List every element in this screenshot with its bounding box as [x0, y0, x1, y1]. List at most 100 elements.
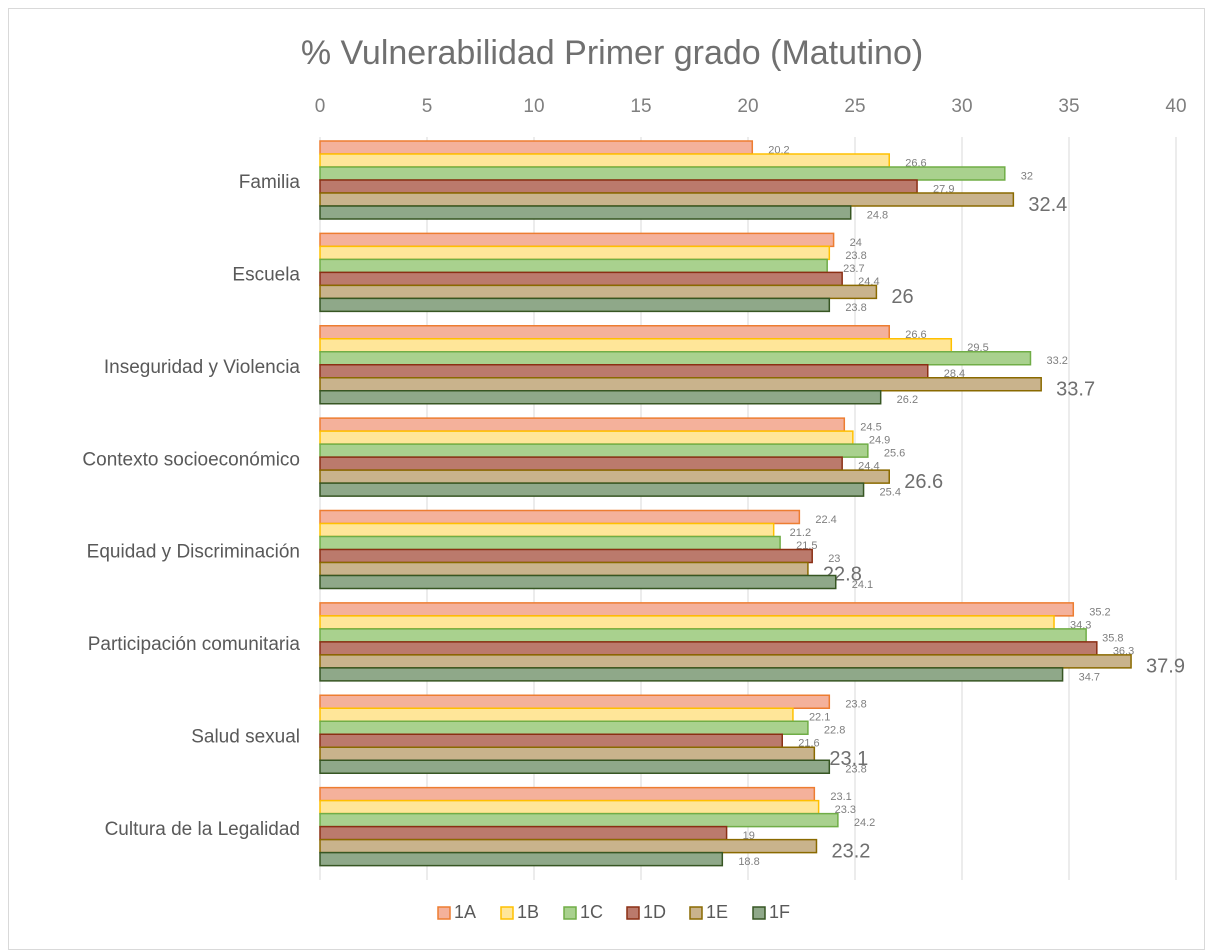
legend-swatch — [563, 906, 577, 920]
bar — [319, 205, 852, 220]
bar — [319, 430, 854, 445]
data-label: 23.1 — [830, 791, 851, 803]
y-tick-label: Salud sexual — [191, 726, 300, 747]
legend-swatch — [752, 906, 766, 920]
bar — [319, 390, 882, 405]
data-label: 35.2 — [1089, 606, 1110, 618]
bar — [319, 192, 1015, 207]
data-label: 18.8 — [738, 856, 759, 868]
data-label: 24.1 — [852, 579, 873, 591]
data-label: 24.8 — [867, 209, 888, 221]
x-tick-label: 10 — [523, 96, 544, 117]
bar — [319, 482, 865, 497]
data-label: 24.5 — [860, 422, 881, 434]
data-label: 33.2 — [1046, 355, 1067, 367]
bar — [319, 667, 1064, 682]
legend-swatch — [626, 906, 640, 920]
bar — [319, 284, 878, 300]
bar — [319, 825, 728, 841]
data-label: 22.8 — [824, 725, 845, 737]
data-label: 23.7 — [843, 263, 864, 275]
x-tick-label: 0 — [315, 96, 326, 117]
bar — [319, 456, 843, 471]
data-label: 23.3 — [835, 804, 856, 816]
bar — [319, 641, 1098, 656]
y-tick-label: Cultura de la Legalidad — [105, 819, 300, 840]
bar — [319, 786, 816, 802]
data-label: 24.9 — [869, 435, 890, 447]
bar — [319, 720, 809, 735]
data-label: 21.2 — [790, 527, 811, 539]
bar — [319, 443, 869, 458]
bar — [319, 417, 846, 432]
legend-label: 1A — [454, 902, 476, 922]
bar — [319, 245, 831, 261]
chart-title: % Vulnerabilidad Primer grado (Matutino) — [301, 34, 923, 72]
bar — [319, 733, 783, 748]
data-label: 32.4 — [1028, 194, 1067, 216]
data-label: 24 — [850, 237, 862, 249]
data-label: 23.1 — [829, 748, 868, 770]
data-label: 23.2 — [831, 840, 870, 862]
x-tick-label: 20 — [737, 96, 758, 117]
bar — [319, 548, 813, 564]
bar — [319, 338, 953, 353]
bar — [319, 509, 801, 525]
data-label: 23.8 — [845, 764, 866, 776]
bar — [319, 325, 890, 340]
legend-label: 1B — [517, 902, 539, 922]
bar — [319, 602, 1075, 617]
data-label: 33.7 — [1056, 379, 1095, 401]
bar — [319, 654, 1132, 669]
data-label: 25.4 — [880, 487, 901, 499]
y-tick-label: Equidad y Discriminación — [87, 542, 300, 563]
bar — [319, 851, 724, 867]
bar — [319, 799, 820, 815]
data-label: 23 — [828, 553, 840, 565]
y-tick-label: Familia — [239, 172, 301, 193]
legend-swatch — [689, 906, 703, 920]
data-label: 32 — [1021, 170, 1033, 182]
bar — [319, 574, 837, 590]
bar — [319, 232, 835, 248]
data-label: 22.1 — [809, 712, 830, 724]
data-label: 22.4 — [815, 514, 836, 526]
bar — [319, 759, 831, 774]
bar — [319, 351, 1032, 366]
bar — [319, 535, 781, 551]
bar — [319, 694, 831, 709]
y-tick-label: Contexto socioeconómico — [82, 449, 300, 470]
data-label: 37.9 — [1146, 656, 1185, 678]
bar — [319, 179, 918, 194]
bar — [319, 140, 754, 155]
bar — [319, 561, 809, 577]
legend-label: 1F — [769, 902, 790, 922]
data-label: 35.8 — [1102, 632, 1123, 644]
data-label: 23.8 — [845, 699, 866, 711]
bar — [319, 746, 816, 761]
data-label: 26 — [891, 286, 913, 308]
legend-swatch — [500, 906, 514, 920]
y-tick-label: Inseguridad y Violencia — [104, 357, 301, 378]
x-tick-label: 35 — [1058, 96, 1079, 117]
bar — [319, 153, 890, 168]
bar — [319, 166, 1006, 181]
data-label: 34.7 — [1079, 671, 1100, 683]
x-tick-label: 15 — [630, 96, 651, 117]
legend-swatch — [437, 906, 451, 920]
legend-label: 1D — [643, 902, 666, 922]
data-label: 25.6 — [884, 448, 905, 460]
legend-label: 1C — [580, 902, 603, 922]
bar — [319, 615, 1055, 630]
bar — [319, 812, 839, 828]
x-tick-label: 5 — [422, 96, 433, 117]
bar — [319, 707, 794, 722]
x-tick-label: 40 — [1165, 96, 1186, 117]
bar — [319, 469, 890, 484]
bar — [319, 297, 831, 313]
data-label: 26.2 — [897, 394, 918, 406]
data-label: 24.2 — [854, 817, 875, 829]
y-tick-label: Escuela — [232, 265, 300, 286]
bar — [319, 258, 828, 274]
